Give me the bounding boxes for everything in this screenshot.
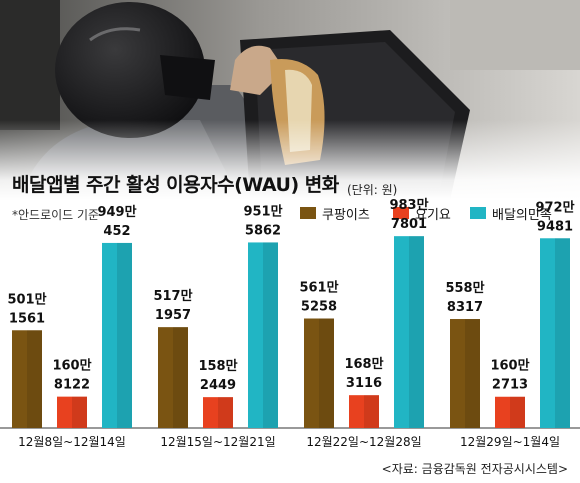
legend-label-yogiyo: 요기요	[415, 207, 451, 223]
legend-label-baemin: 배달의민족	[492, 207, 552, 223]
bar-shade-yogiyo-1	[218, 397, 233, 428]
bar-shade-coupang-1	[173, 327, 188, 428]
data-label-bottom-baemin-0: 452	[103, 224, 130, 239]
data-label-bottom-yogiyo-3: 2713	[492, 378, 528, 393]
bar-shade-coupang-2	[319, 318, 334, 428]
data-label-bottom-coupang-0: 1561	[9, 311, 45, 326]
data-label-top-baemin-3: 972만	[535, 199, 574, 215]
data-label-top-yogiyo-3: 160만	[490, 358, 529, 374]
legend-item-coupang: 쿠팡이츠	[300, 205, 370, 223]
data-label-top-coupang-3: 558만	[445, 280, 484, 296]
legend-swatch-baemin	[470, 207, 486, 219]
data-label-top-baemin-2: 983만	[389, 197, 428, 213]
bar-shade-yogiyo-0	[72, 396, 87, 428]
data-label-top-baemin-0: 949만	[97, 204, 136, 220]
data-label-bottom-yogiyo-1: 2449	[200, 378, 236, 393]
bar-coupang-0	[12, 330, 42, 428]
data-label-bottom-baemin-1: 5862	[245, 223, 281, 238]
bar-shade-coupang-3	[465, 319, 480, 428]
legend-swatch-coupang	[300, 207, 316, 219]
bar-shade-baemin-0	[117, 242, 132, 428]
chart-title: 배달앱별 주간 활성 이용자수(WAU) 변화	[12, 174, 339, 196]
source-note: <자료: 금융감독원 전자공시시스템>	[381, 462, 568, 476]
bar-yogiyo-2	[349, 395, 379, 428]
legend-item-baemin: 배달의민족	[470, 205, 552, 223]
data-label-bottom-coupang-2: 5258	[301, 300, 337, 315]
data-label-bottom-coupang-3: 8317	[447, 300, 483, 315]
bar-shade-baemin-3	[555, 238, 570, 428]
bar-baemin-3	[540, 238, 570, 428]
bar-coupang-1	[158, 327, 188, 428]
legend-label-coupang: 쿠팡이츠	[322, 207, 370, 223]
bar-coupang-2	[304, 318, 334, 428]
bar-shade-coupang-0	[27, 330, 42, 428]
bar-baemin-1	[248, 242, 278, 428]
category-label-1: 12월15일~12월21일	[160, 435, 275, 449]
bar-yogiyo-3	[495, 396, 525, 428]
category-label-2: 12월22일~12월28일	[306, 435, 421, 449]
data-label-top-yogiyo-2: 168만	[344, 356, 383, 372]
bar-yogiyo-0	[57, 396, 87, 428]
bar-shade-baemin-1	[263, 242, 278, 428]
bar-yogiyo-1	[203, 397, 233, 428]
bar-shade-yogiyo-3	[510, 396, 525, 428]
legend-swatch-yogiyo	[393, 207, 409, 219]
data-label-top-yogiyo-0: 160만	[52, 358, 91, 374]
data-label-bottom-coupang-1: 1957	[155, 308, 191, 323]
data-label-bottom-yogiyo-0: 8122	[54, 378, 90, 393]
category-label-3: 12월29일~1월4일	[460, 435, 560, 449]
data-label-top-coupang-2: 561만	[299, 280, 338, 296]
data-label-top-yogiyo-1: 158만	[198, 358, 237, 374]
data-label-top-coupang-0: 501만	[7, 291, 46, 307]
bar-shade-yogiyo-2	[364, 395, 379, 428]
legend-item-yogiyo: 요기요	[393, 205, 451, 223]
bar-coupang-3	[450, 319, 480, 428]
data-label-bottom-baemin-3: 9481	[537, 219, 573, 234]
data-label-bottom-baemin-2: 7801	[391, 217, 427, 232]
data-label-top-coupang-1: 517만	[153, 288, 192, 304]
chart-note: *안드로이드 기준	[12, 208, 100, 222]
data-label-bottom-yogiyo-2: 3116	[346, 376, 382, 391]
bar-baemin-0	[102, 242, 132, 428]
category-label-0: 12월8일~12월14일	[18, 435, 126, 449]
chart-unit: (단위: 원)	[347, 183, 398, 197]
bar-baemin-2	[394, 236, 424, 428]
bar-shade-baemin-2	[409, 236, 424, 428]
data-label-top-baemin-1: 951만	[243, 203, 282, 219]
photo-fade	[0, 120, 580, 200]
